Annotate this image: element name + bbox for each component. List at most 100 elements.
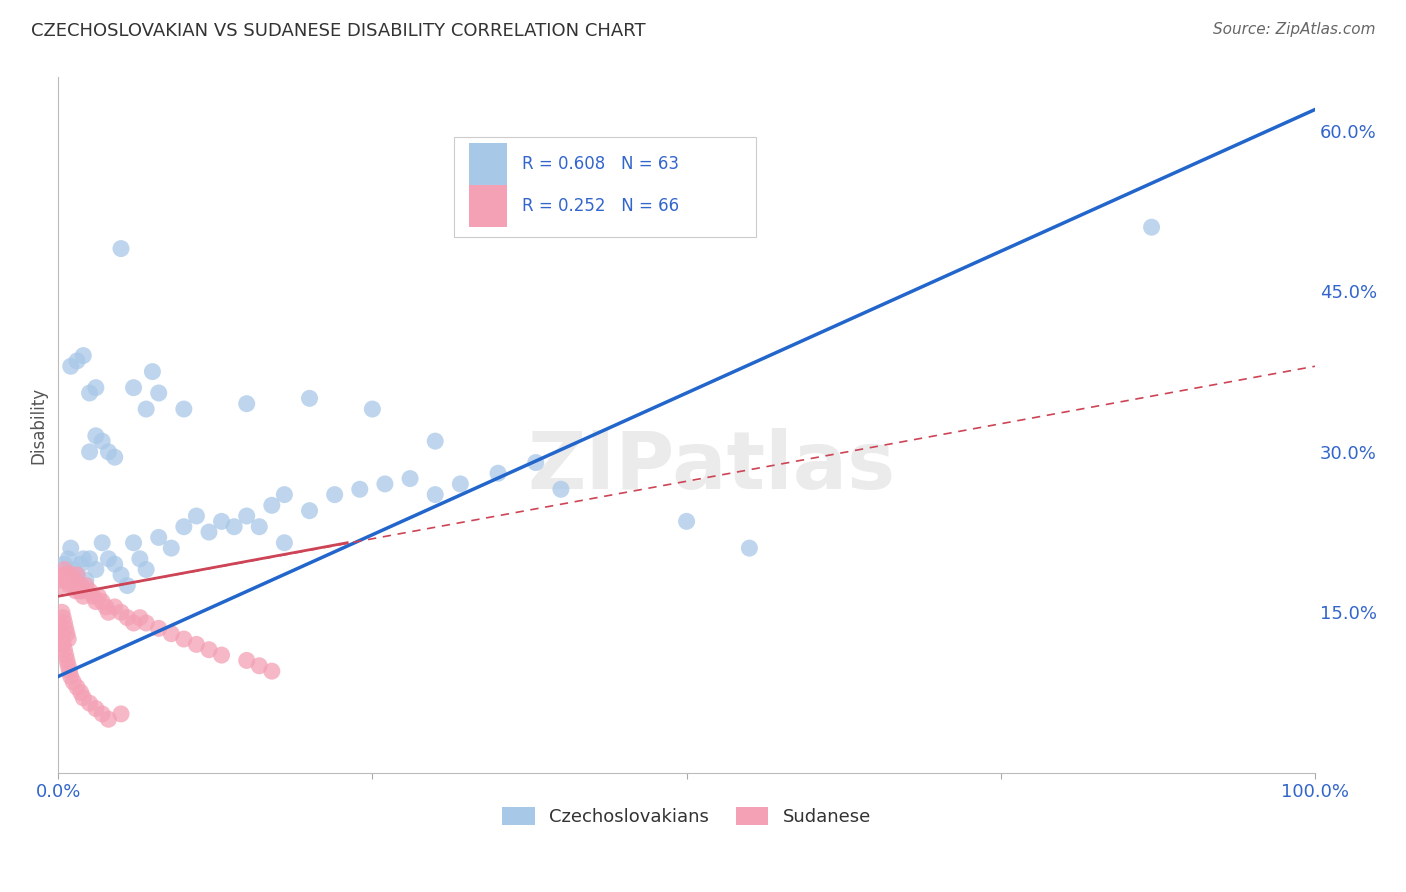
Point bbox=[117, 610, 139, 624]
Point bbox=[198, 642, 221, 657]
Point bbox=[79, 551, 101, 566]
Point bbox=[51, 632, 73, 646]
Point bbox=[91, 434, 114, 449]
Point bbox=[52, 637, 75, 651]
Point bbox=[1140, 220, 1163, 235]
Point bbox=[148, 621, 170, 635]
FancyBboxPatch shape bbox=[454, 136, 755, 237]
Point bbox=[55, 567, 77, 582]
Point bbox=[186, 637, 208, 651]
Point bbox=[52, 610, 75, 624]
Point bbox=[59, 669, 82, 683]
Point bbox=[374, 477, 396, 491]
Point bbox=[69, 685, 91, 699]
Point bbox=[135, 562, 157, 576]
Point bbox=[97, 551, 120, 566]
Point bbox=[79, 583, 101, 598]
Point bbox=[349, 483, 371, 497]
Point bbox=[97, 445, 120, 459]
Point bbox=[67, 578, 90, 592]
Point bbox=[52, 567, 75, 582]
Point bbox=[260, 499, 283, 513]
Point bbox=[84, 562, 107, 576]
Point bbox=[62, 562, 84, 576]
Point bbox=[72, 589, 94, 603]
Point bbox=[56, 573, 79, 587]
Point bbox=[135, 402, 157, 417]
Point bbox=[70, 583, 93, 598]
Point bbox=[323, 488, 346, 502]
Point bbox=[273, 535, 295, 549]
Point bbox=[675, 514, 697, 528]
Point bbox=[486, 467, 509, 481]
Point bbox=[59, 573, 82, 587]
Point bbox=[69, 583, 91, 598]
Point bbox=[425, 434, 447, 449]
Point bbox=[72, 690, 94, 705]
Point bbox=[135, 615, 157, 630]
Point bbox=[53, 642, 76, 657]
Point bbox=[79, 386, 101, 401]
Point bbox=[59, 359, 82, 374]
Point bbox=[69, 578, 91, 592]
Text: CZECHOSLOVAKIAN VS SUDANESE DISABILITY CORRELATION CHART: CZECHOSLOVAKIAN VS SUDANESE DISABILITY C… bbox=[31, 22, 645, 40]
Point bbox=[298, 392, 321, 406]
Point bbox=[66, 567, 89, 582]
Point bbox=[128, 551, 150, 566]
Point bbox=[273, 488, 295, 502]
Point bbox=[60, 567, 83, 582]
Point bbox=[235, 397, 257, 411]
Point bbox=[128, 610, 150, 624]
Point bbox=[87, 589, 110, 603]
Point bbox=[62, 573, 84, 587]
Point bbox=[49, 578, 72, 592]
Point bbox=[84, 381, 107, 395]
Point bbox=[84, 701, 107, 715]
Point bbox=[247, 519, 270, 533]
Point bbox=[66, 567, 89, 582]
Point bbox=[148, 530, 170, 544]
Point bbox=[104, 450, 127, 465]
Point bbox=[173, 402, 195, 417]
Point bbox=[104, 557, 127, 571]
Text: Source: ZipAtlas.com: Source: ZipAtlas.com bbox=[1212, 22, 1375, 37]
Point bbox=[211, 514, 233, 528]
Point bbox=[72, 551, 94, 566]
Point bbox=[110, 567, 132, 582]
Point bbox=[198, 524, 221, 539]
Point bbox=[58, 632, 80, 646]
Point bbox=[399, 472, 422, 486]
Point bbox=[51, 573, 73, 587]
Point bbox=[550, 483, 572, 497]
Point bbox=[69, 557, 91, 571]
FancyBboxPatch shape bbox=[470, 186, 506, 227]
Point bbox=[110, 242, 132, 256]
Legend: Czechoslovakians, Sudanese: Czechoslovakians, Sudanese bbox=[495, 799, 879, 833]
Point bbox=[49, 626, 72, 640]
Text: ZIPatlas: ZIPatlas bbox=[527, 428, 896, 506]
Point bbox=[186, 508, 208, 523]
Point bbox=[66, 354, 89, 368]
Point bbox=[55, 621, 77, 635]
Point bbox=[82, 589, 104, 603]
Y-axis label: Disability: Disability bbox=[30, 386, 46, 464]
Point bbox=[51, 605, 73, 619]
Point bbox=[425, 488, 447, 502]
Point bbox=[122, 535, 145, 549]
Point bbox=[72, 349, 94, 363]
Point bbox=[56, 626, 79, 640]
Point bbox=[235, 508, 257, 523]
Point bbox=[173, 632, 195, 646]
Point bbox=[160, 626, 183, 640]
Text: R = 0.252   N = 66: R = 0.252 N = 66 bbox=[522, 197, 679, 215]
Point bbox=[524, 456, 547, 470]
Point bbox=[141, 365, 163, 379]
Point bbox=[94, 599, 117, 614]
Point bbox=[235, 653, 257, 667]
Text: R = 0.608   N = 63: R = 0.608 N = 63 bbox=[522, 155, 679, 173]
Point bbox=[53, 615, 76, 630]
Point bbox=[97, 605, 120, 619]
Point bbox=[97, 712, 120, 726]
Point bbox=[79, 696, 101, 710]
Point bbox=[62, 674, 84, 689]
